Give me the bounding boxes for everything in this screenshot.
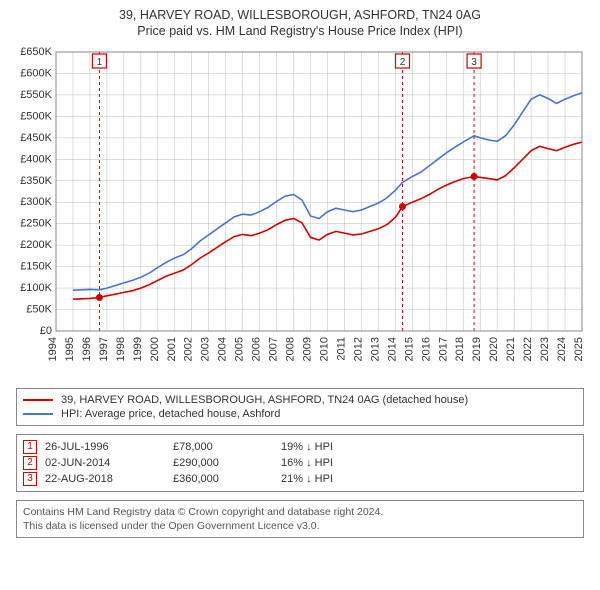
legend-label: HPI: Average price, detached house, Ashf… xyxy=(61,408,280,420)
svg-text:2013: 2013 xyxy=(369,337,381,361)
event-diff: 16% ↓ HPI xyxy=(281,457,401,469)
svg-text:1997: 1997 xyxy=(98,337,110,361)
attribution: Contains HM Land Registry data © Crown c… xyxy=(16,500,584,538)
svg-text:1999: 1999 xyxy=(132,337,144,361)
svg-text:2009: 2009 xyxy=(302,337,314,361)
svg-text:2023: 2023 xyxy=(539,337,551,361)
svg-text:2017: 2017 xyxy=(437,337,449,361)
svg-text:2: 2 xyxy=(400,57,406,68)
event-row: 3 22-AUG-2018 £360,000 21% ↓ HPI xyxy=(23,471,577,487)
svg-text:2024: 2024 xyxy=(556,337,568,361)
svg-text:2006: 2006 xyxy=(251,337,263,361)
svg-text:£100K: £100K xyxy=(20,282,52,294)
svg-text:2002: 2002 xyxy=(183,337,195,361)
legend-item: HPI: Average price, detached house, Ashf… xyxy=(23,407,577,421)
svg-text:£0: £0 xyxy=(40,325,52,337)
svg-text:1: 1 xyxy=(97,57,103,68)
attribution-line: This data is licensed under the Open Gov… xyxy=(23,519,577,533)
svg-text:2004: 2004 xyxy=(217,337,229,361)
svg-text:£500K: £500K xyxy=(20,110,52,122)
svg-text:2025: 2025 xyxy=(573,337,585,361)
legend-label: 39, HARVEY ROAD, WILLESBOROUGH, ASHFORD,… xyxy=(61,394,468,406)
svg-text:2014: 2014 xyxy=(386,337,398,361)
legend-swatch xyxy=(23,413,53,415)
svg-text:£200K: £200K xyxy=(20,239,52,251)
svg-text:2003: 2003 xyxy=(200,337,212,361)
event-price: £360,000 xyxy=(173,473,273,485)
svg-text:2010: 2010 xyxy=(318,337,330,361)
svg-text:2005: 2005 xyxy=(234,337,246,361)
legend: 39, HARVEY ROAD, WILLESBOROUGH, ASHFORD,… xyxy=(16,388,584,426)
svg-text:1996: 1996 xyxy=(81,337,93,361)
svg-text:1998: 1998 xyxy=(115,337,127,361)
svg-text:2016: 2016 xyxy=(420,337,432,361)
event-row: 1 26-JUL-1996 £78,000 19% ↓ HPI xyxy=(23,439,577,455)
svg-text:2021: 2021 xyxy=(505,337,517,361)
svg-text:£550K: £550K xyxy=(20,89,52,101)
svg-text:£350K: £350K xyxy=(20,175,52,187)
event-diff: 19% ↓ HPI xyxy=(281,441,401,453)
svg-text:2015: 2015 xyxy=(403,337,415,361)
event-date: 26-JUL-1996 xyxy=(45,441,165,453)
event-date: 22-AUG-2018 xyxy=(45,473,165,485)
svg-text:2012: 2012 xyxy=(352,337,364,361)
svg-text:£300K: £300K xyxy=(20,196,52,208)
svg-text:£50K: £50K xyxy=(26,304,52,316)
page-title: 39, HARVEY ROAD, WILLESBOROUGH, ASHFORD,… xyxy=(10,8,590,22)
svg-text:2001: 2001 xyxy=(166,337,178,361)
event-date: 02-JUN-2014 xyxy=(45,457,165,469)
svg-text:£250K: £250K xyxy=(20,218,52,230)
events-table: 1 26-JUL-1996 £78,000 19% ↓ HPI 2 02-JUN-2014… xyxy=(16,434,584,492)
svg-text:2019: 2019 xyxy=(471,337,483,361)
svg-text:2020: 2020 xyxy=(488,337,500,361)
legend-swatch xyxy=(23,399,53,401)
svg-text:2008: 2008 xyxy=(285,337,297,361)
event-marker-icon: 3 xyxy=(23,472,37,486)
svg-text:£150K: £150K xyxy=(20,261,52,273)
legend-item: 39, HARVEY ROAD, WILLESBOROUGH, ASHFORD,… xyxy=(23,393,577,407)
page-subtitle: Price paid vs. HM Land Registry's House … xyxy=(10,24,590,38)
chart-container: £0 £50K £100K £150K £200K £250K £300K £350K £400… xyxy=(10,42,590,380)
svg-text:£400K: £400K xyxy=(20,153,52,165)
line-chart: £0 £50K £100K £150K £200K £250K £300K £350K £400… xyxy=(10,42,590,377)
svg-text:2018: 2018 xyxy=(454,337,466,361)
svg-text:2007: 2007 xyxy=(268,337,280,361)
attribution-line: Contains HM Land Registry data © Crown c… xyxy=(23,505,577,519)
svg-text:£450K: £450K xyxy=(20,132,52,144)
svg-text:2022: 2022 xyxy=(522,337,534,361)
svg-text:£650K: £650K xyxy=(20,46,52,58)
event-price: £290,000 xyxy=(173,457,273,469)
svg-text:2000: 2000 xyxy=(149,337,161,361)
event-marker-icon: 1 xyxy=(23,440,37,454)
svg-text:1994: 1994 xyxy=(47,337,59,361)
svg-text:£600K: £600K xyxy=(20,67,52,79)
event-marker-icon: 2 xyxy=(23,456,37,470)
svg-text:2011: 2011 xyxy=(335,337,347,361)
event-row: 2 02-JUN-2014 £290,000 16% ↓ HPI xyxy=(23,455,577,471)
svg-text:1995: 1995 xyxy=(64,337,76,361)
event-diff: 21% ↓ HPI xyxy=(281,473,401,485)
event-price: £78,000 xyxy=(173,441,273,453)
svg-text:3: 3 xyxy=(471,57,477,68)
